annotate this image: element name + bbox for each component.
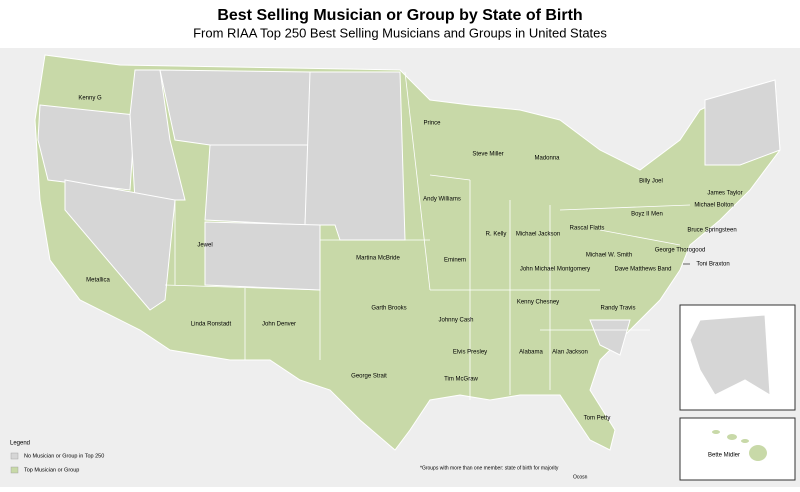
state-label: Rascal Flatts (570, 226, 605, 232)
state-label: Toni Braxton (696, 262, 729, 268)
legend-item: No Musician or Group in Top 250 (24, 453, 104, 459)
state-label: Andy Williams (423, 197, 461, 203)
state-label: Elvis Presley (453, 350, 487, 356)
source: Ocosn (573, 474, 588, 480)
legend-swatch (10, 452, 19, 460)
state-label: Kenny Chesney (517, 300, 559, 306)
title: Best Selling Musician or Group by State … (217, 7, 582, 24)
state-label: John Denver (262, 322, 296, 328)
state-label: James Taylor (707, 191, 742, 197)
state (589, 319, 631, 356)
state-label: Jewel (197, 243, 212, 249)
state (304, 71, 406, 241)
state-borders (164, 71, 691, 400)
alaska (689, 314, 771, 396)
state-label: Boyz II Men (631, 212, 663, 218)
state (204, 221, 321, 291)
state-label: Randy Travis (600, 306, 635, 312)
state-label: George Thorogood (655, 248, 706, 254)
state-label: Michael Bolton (694, 203, 733, 209)
state (204, 144, 311, 226)
gray-states (37, 69, 781, 356)
subtitle: From RIAA Top 250 Best Selling Musicians… (193, 25, 607, 40)
state-label: John Michael Montgomery (520, 267, 590, 273)
state-label: Michael W. Smith (586, 253, 632, 259)
hawaii-inset (679, 417, 796, 481)
legend-swatch (10, 466, 19, 474)
state-label: Linda Ronstadt (191, 322, 232, 328)
state-label: Martina McBride (356, 256, 400, 262)
state-label: Tim McGraw (444, 377, 478, 383)
state-labels: Kenny G Prince Steve Miller Madonna Billy Jo… (78, 96, 742, 459)
state (64, 179, 176, 311)
state (159, 69, 311, 146)
state (37, 104, 136, 191)
legend-item: Top Musician or Group (24, 467, 79, 473)
state-label: Eminem (444, 258, 466, 264)
state-label: Garth Brooks (371, 306, 406, 312)
state-label: Steve Miller (472, 152, 503, 158)
state-label: Michael Jackson (516, 232, 560, 238)
hawaii (712, 430, 767, 461)
state-label: George Strait (351, 374, 387, 380)
state-label: Alabama (519, 350, 543, 356)
state-label: Kenny G (78, 96, 102, 102)
state-label: R. Kelly (486, 232, 507, 238)
legend-title: Legend (10, 441, 30, 447)
state-label: Johnny Cash (438, 318, 473, 324)
state-label: Tom Petty (584, 416, 611, 422)
state-label: Billy Joel (639, 179, 663, 185)
state-label: Dave Matthews Band (614, 267, 671, 273)
state-label: Bette Midler (708, 453, 740, 459)
footnote: *Groups with more than one member: state… (420, 465, 559, 471)
state-label: Madonna (534, 156, 560, 162)
state (704, 79, 781, 166)
state-label: Bruce Springsteen (687, 228, 736, 234)
state-label: Prince (423, 121, 441, 127)
state-label: Metallica (86, 278, 110, 284)
state-label: Alan Jackson (552, 350, 588, 356)
